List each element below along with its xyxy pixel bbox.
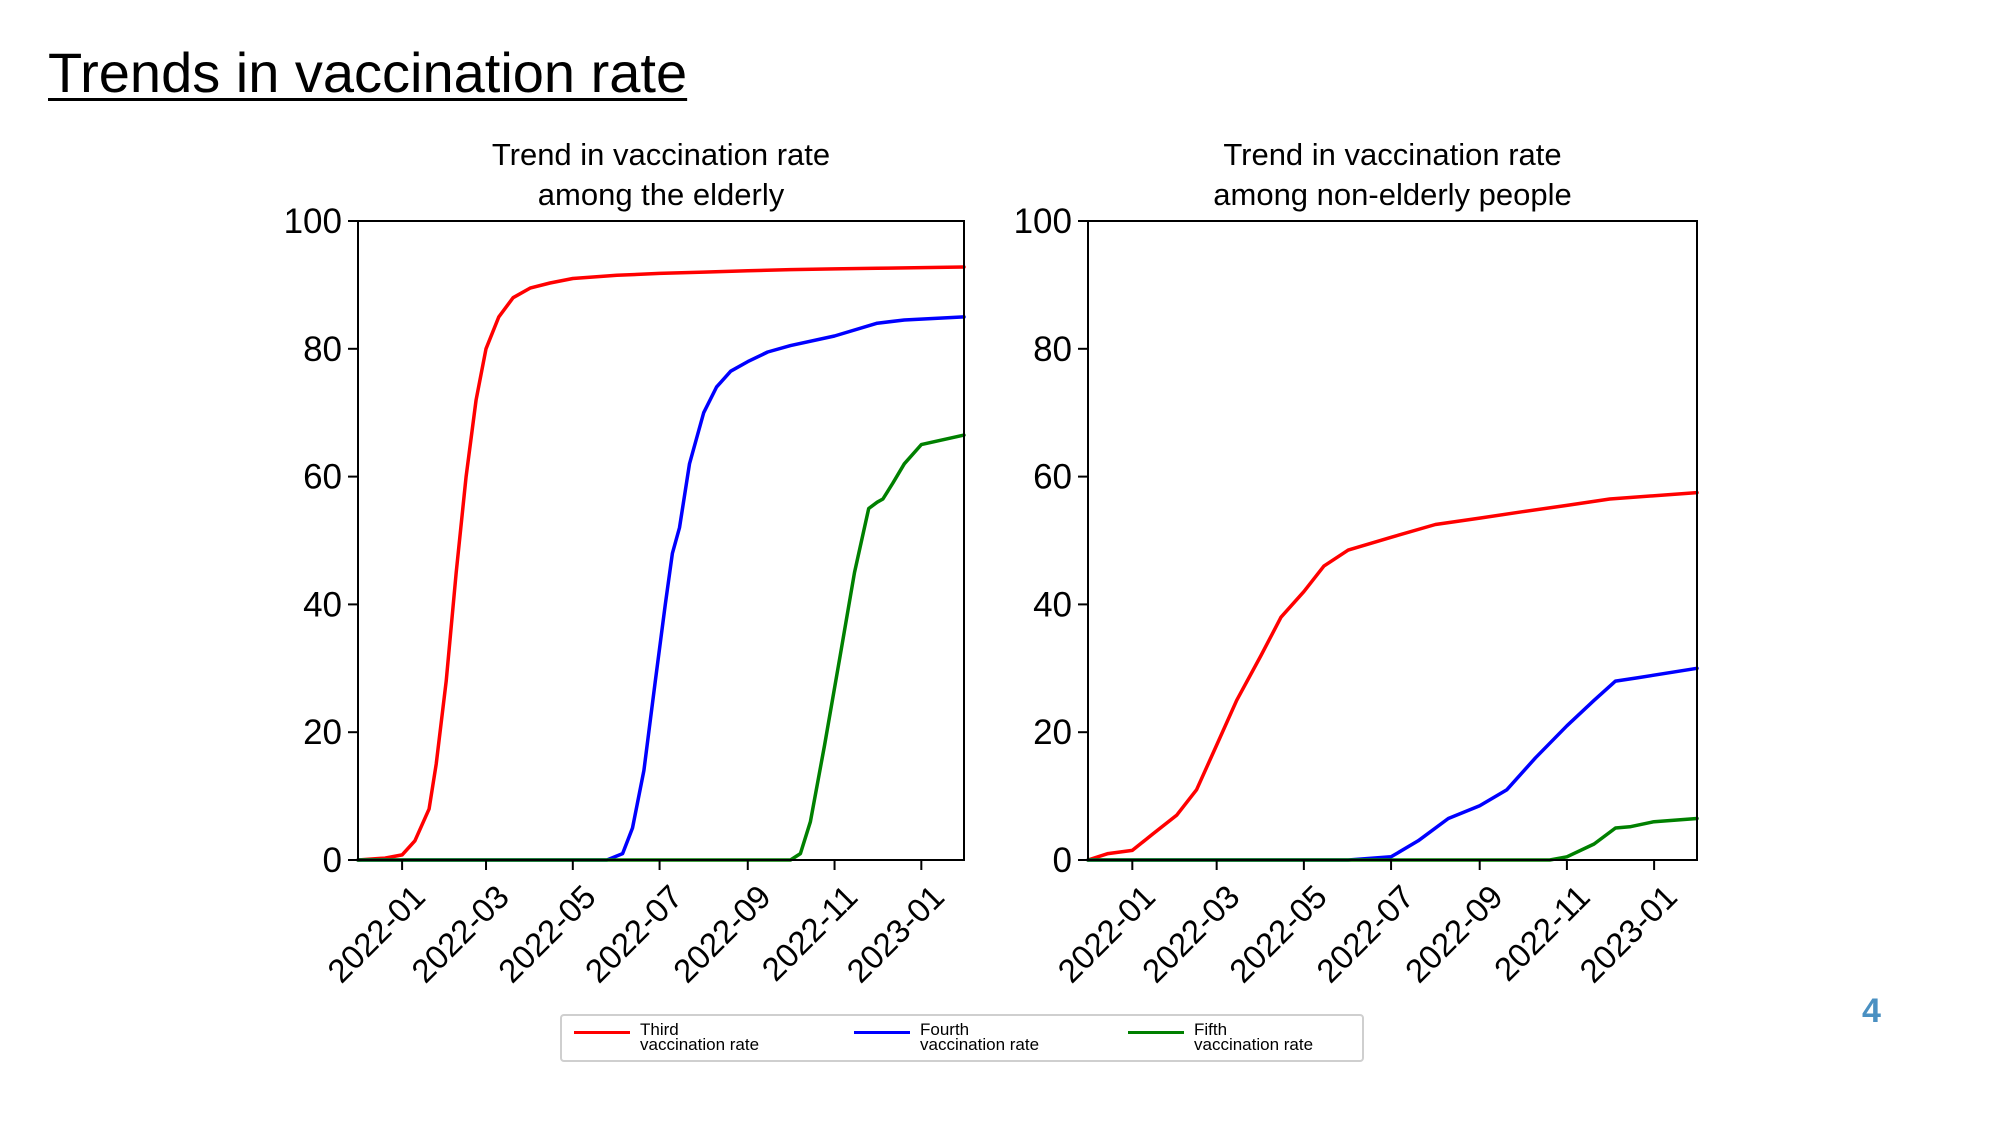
legend-item-fifth: Fifth vaccination rate xyxy=(1128,1020,1394,1054)
chart-2-y-tick-label: 20 xyxy=(1033,713,1072,752)
legend-label-fourth: Fourth vaccination rate xyxy=(920,1020,1040,1054)
chart-1-plot-frame xyxy=(357,220,965,861)
page-number: 4 xyxy=(1862,992,1881,1030)
legend-swatch-fifth xyxy=(1128,1031,1184,1034)
chart-1-x-tick-label: 2022-07 xyxy=(578,878,690,990)
chart-1-y-tick-label: 60 xyxy=(303,458,342,497)
chart-2-x-tick-label: 2022-07 xyxy=(1309,878,1421,990)
chart-2-plot-frame xyxy=(1087,220,1698,861)
slide-title: Trends in vaccination rate xyxy=(48,41,688,104)
legend-swatch-fourth xyxy=(854,1031,910,1034)
chart-1-y-tick-label: 100 xyxy=(284,202,342,241)
chart-2-y-tick-label: 100 xyxy=(1014,202,1072,241)
legend-swatch-third xyxy=(574,1031,630,1034)
chart-2-y-tick-label: 0 xyxy=(1053,841,1072,880)
chart-1-series-1-line xyxy=(356,265,966,862)
chart-2-title-line-1: Trend in vaccination rate xyxy=(1223,137,1561,172)
legend-item-third: Third vaccination rate xyxy=(574,1020,840,1054)
chart-2-y-tick-label: 80 xyxy=(1033,330,1072,369)
chart-2-y-tick-label: 60 xyxy=(1033,458,1072,497)
chart-2-y-tick-label: 40 xyxy=(1033,585,1072,624)
chart-2-x-tick-label: 2022-05 xyxy=(1222,878,1334,990)
chart-1-x-tick-label: 2022-09 xyxy=(666,878,778,990)
chart-1-title-line-1: Trend in vaccination rate xyxy=(492,137,830,172)
legend: Third vaccination rate Fourth vaccination … xyxy=(560,1014,1364,1062)
chart-1-x-tick-label: 2023-01 xyxy=(839,878,951,990)
chart-1-y-tick-label: 20 xyxy=(303,713,342,752)
chart-1-series-3-line xyxy=(356,433,966,862)
chart-2-x-tick-label: 2023-01 xyxy=(1572,878,1684,990)
legend-label-fifth: Fifth vaccination rate xyxy=(1194,1020,1314,1054)
chart-1-y-tick-label: 40 xyxy=(303,585,342,624)
legend-item-fourth: Fourth vaccination rate xyxy=(854,1020,1120,1054)
chart-2-series-1-line xyxy=(1086,490,1699,862)
chart-1-y-tick-label: 80 xyxy=(303,330,342,369)
legend-label-third: Third vaccination rate xyxy=(640,1020,760,1054)
chart-1-y-tick-label: 0 xyxy=(323,841,342,880)
chart-2-title-line-2: among non-elderly people xyxy=(1213,177,1571,212)
chart-1-title-line-2: among the elderly xyxy=(538,177,785,212)
chart-2-x-tick-label: 2022-09 xyxy=(1398,878,1510,990)
chart-1-series-2-line xyxy=(356,315,966,862)
chart-2-series-3-line xyxy=(1086,816,1699,862)
chart-2-series-2-line xyxy=(1086,666,1699,862)
